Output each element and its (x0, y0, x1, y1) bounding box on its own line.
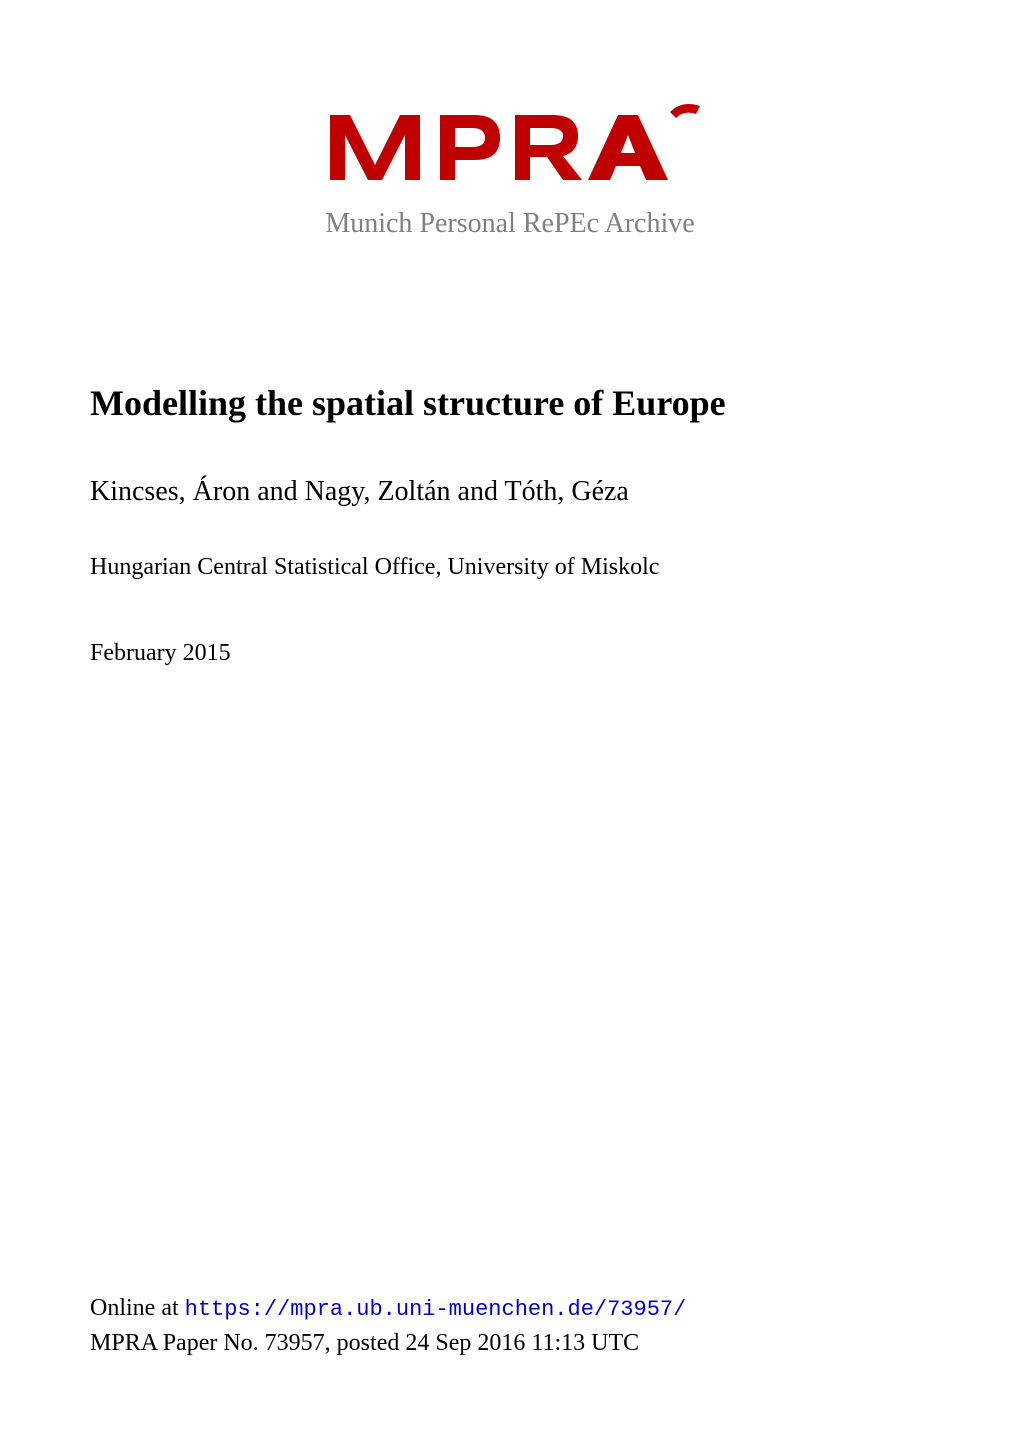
paper-title: Modelling the spatial structure of Europ… (90, 380, 930, 427)
footer-block: Online at https://mpra.ub.uni-muenchen.d… (90, 1295, 930, 1357)
paper-authors: Kincses, Áron and Nagy, Zoltán and Tóth,… (90, 472, 930, 511)
paper-date: February 2015 (90, 640, 930, 667)
paper-url-link[interactable]: https://mpra.ub.uni-muenchen.de/73957/ (185, 1297, 687, 1322)
url-line: Online at https://mpra.ub.uni-muenchen.d… (90, 1295, 930, 1322)
paper-affiliations: Hungarian Central Statistical Office, Un… (90, 551, 930, 585)
logo-block: Munich Personal RePEc Archive (90, 100, 930, 240)
archive-name: Munich Personal RePEc Archive (90, 208, 930, 240)
url-label: Online at (90, 1295, 185, 1321)
mpra-logo (320, 100, 700, 200)
paper-info: MPRA Paper No. 73957, posted 24 Sep 2016… (90, 1330, 930, 1357)
